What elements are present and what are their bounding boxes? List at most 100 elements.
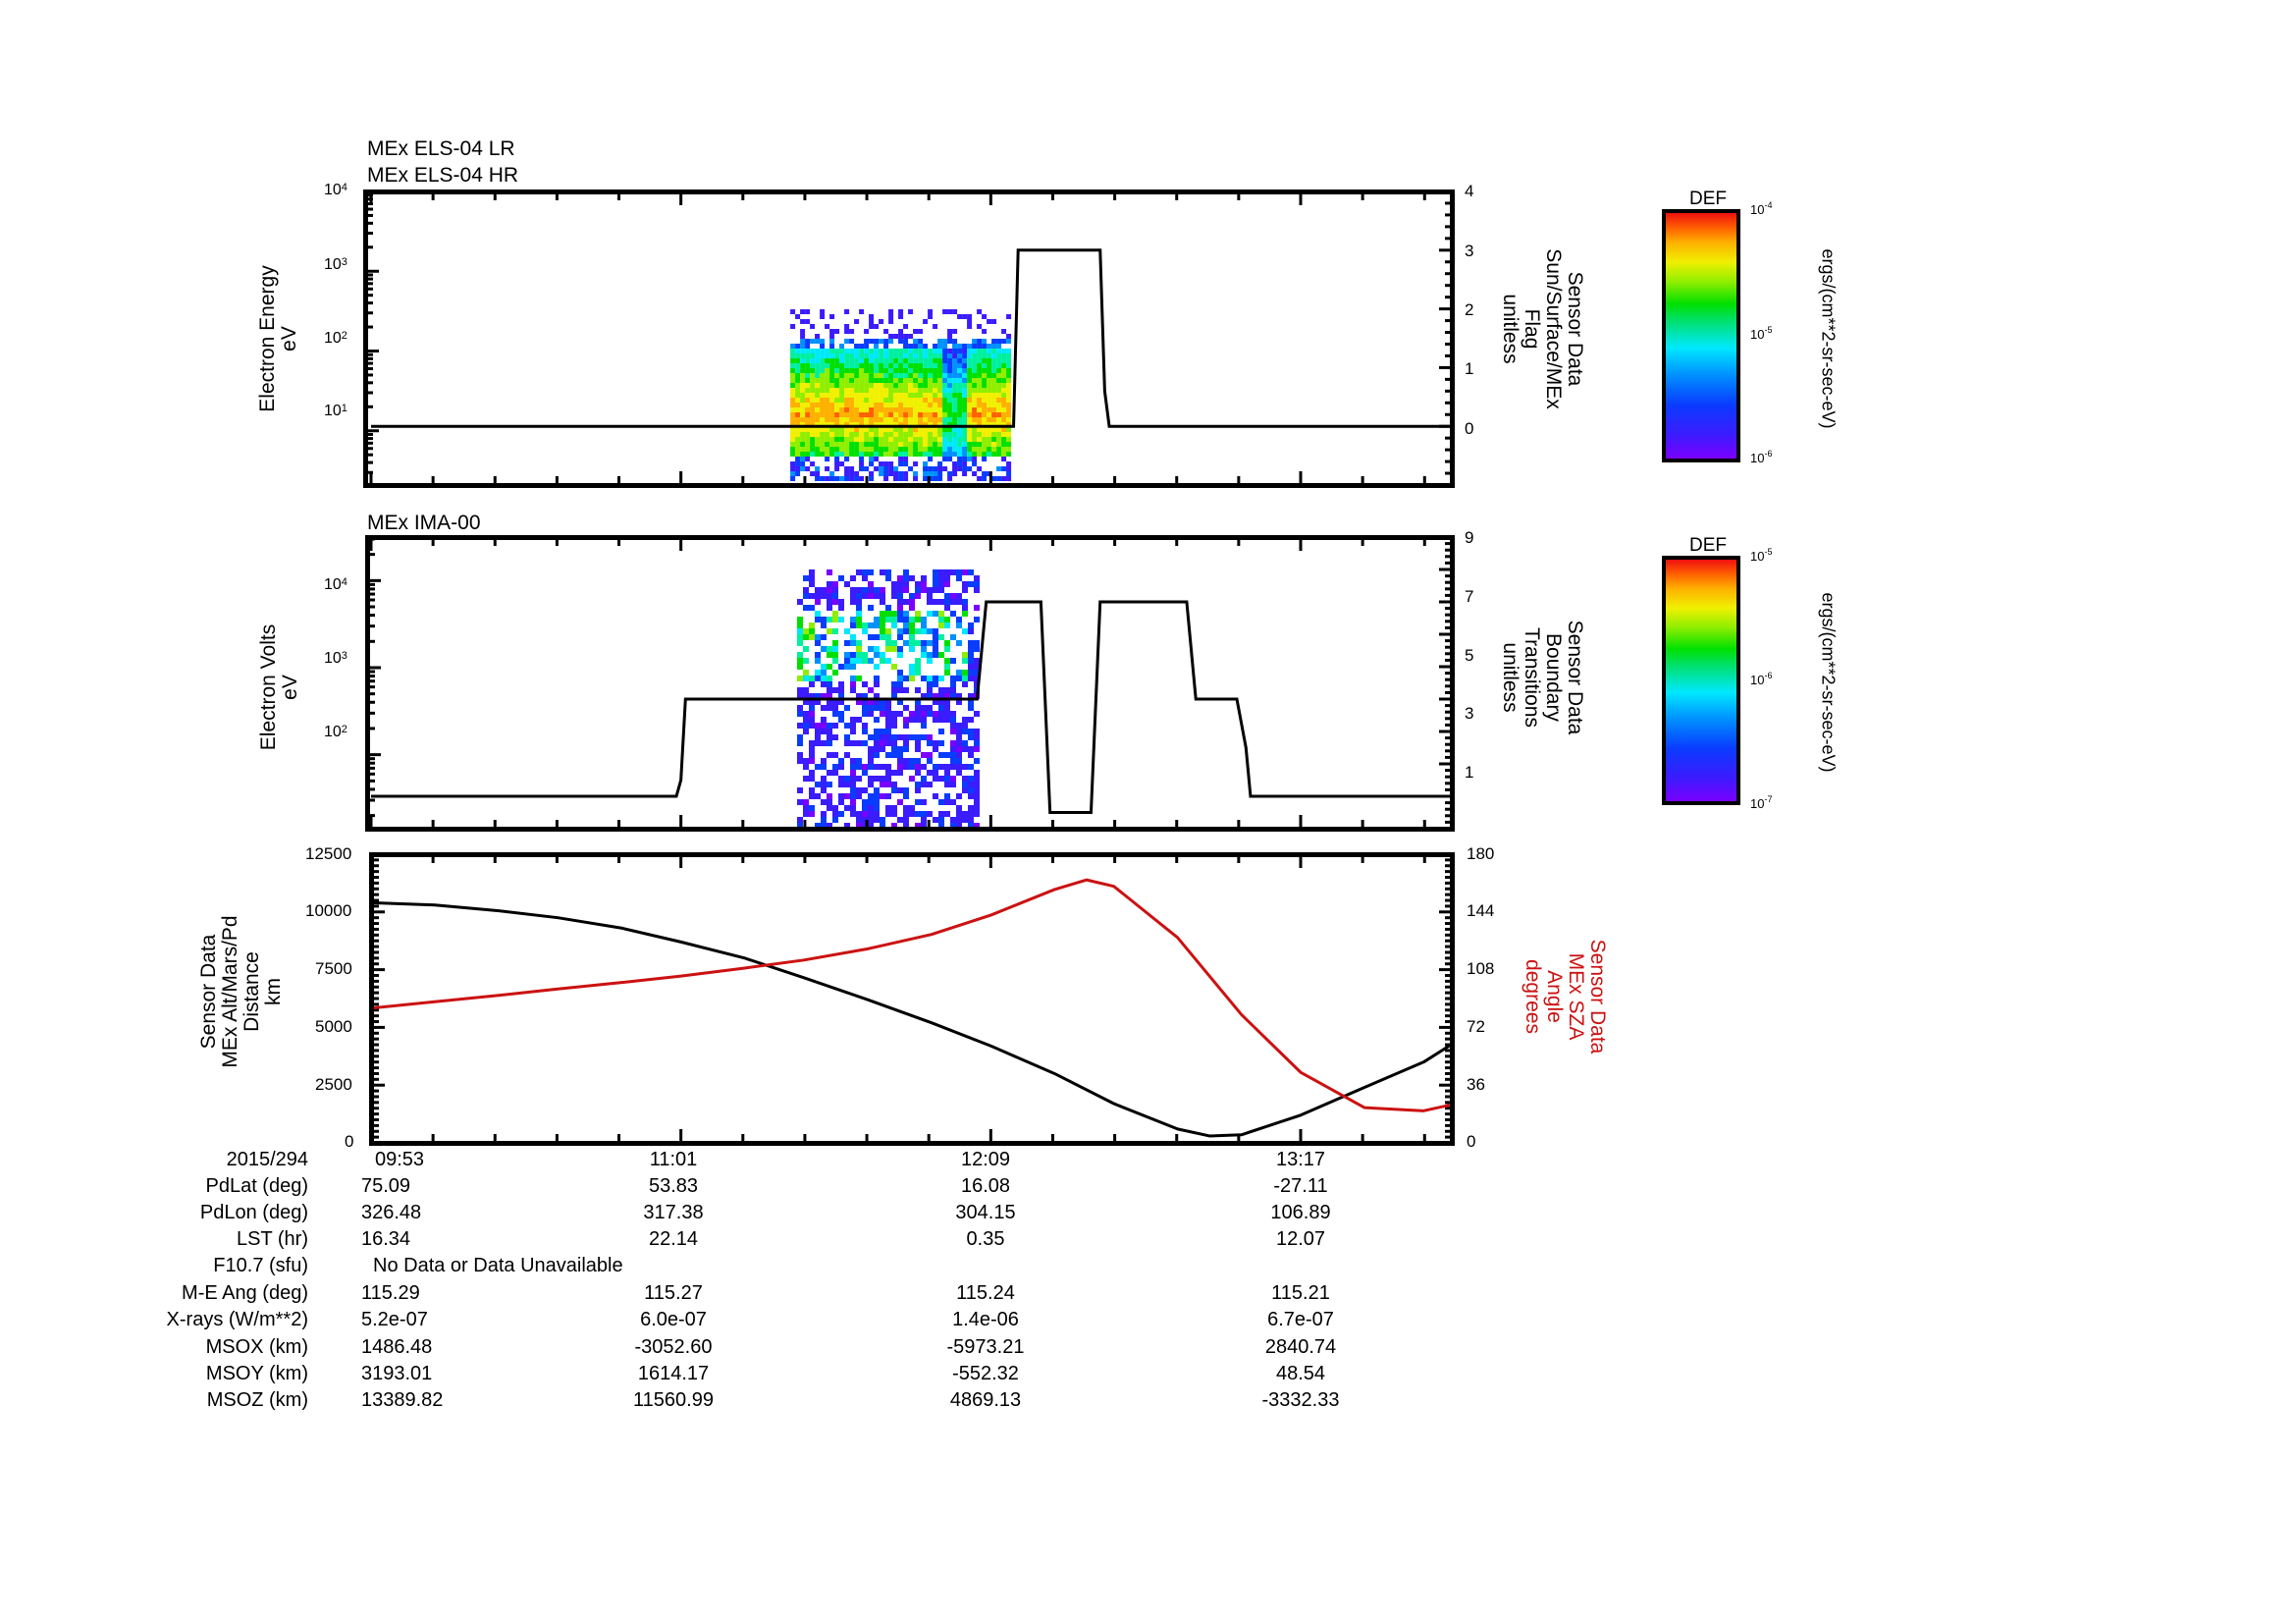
colorbar1-title: DEF (1689, 189, 1727, 209)
row-label: MSOZ (km) (206, 1389, 308, 1411)
p1-ytick-1e3: 103 (324, 256, 347, 273)
table-cell: 106.89 (1270, 1202, 1331, 1223)
row-label: LST (hr) (237, 1228, 308, 1250)
p3-ytick-2500: 2500 (315, 1075, 352, 1094)
table-row: MSOX (km) 1486.48 -3052.60 -5973.21 2840.74 (0, 1334, 2296, 1361)
table-cell: 0.35 (966, 1228, 1005, 1250)
table-cell: 326.48 (361, 1202, 422, 1223)
p1-ytick-1e2: 102 (324, 330, 347, 347)
table-cell: 304.15 (955, 1202, 1016, 1223)
table-cell: 115.21 (1271, 1282, 1330, 1304)
panel1-ylabel-left: Electron Energy eV (256, 265, 300, 412)
p2-rtick-3: 3 (1465, 704, 1474, 723)
panel1-title-hr: MEx ELS-04 HR (367, 164, 519, 187)
table-row: PdLon (deg) 326.48 317.38 304.15 106.89 (0, 1200, 2296, 1226)
p1-rtick-4: 4 (1465, 182, 1474, 200)
table-cell: -3332.33 (1261, 1389, 1340, 1411)
colorbar2-title: DEF (1689, 535, 1727, 556)
p1-ytick-1e4: 104 (324, 182, 347, 198)
p1-rtick-2: 2 (1465, 300, 1474, 319)
p3-rtick-36: 36 (1467, 1075, 1485, 1094)
table-cell: 75.09 (361, 1175, 411, 1197)
colorbar2 (1662, 556, 1740, 805)
table-cell: 115.29 (361, 1282, 420, 1304)
table-cell: 1.4e-06 (952, 1309, 1019, 1330)
p3-rtick-180: 180 (1467, 844, 1495, 863)
table-cell: -3052.60 (634, 1336, 713, 1358)
row-label: X-rays (W/m**2) (166, 1309, 308, 1330)
table-cell: 48.54 (1275, 1363, 1326, 1384)
table-cell: 1614.17 (637, 1363, 710, 1384)
table-cell: -5973.21 (946, 1336, 1025, 1358)
panel1-title-lr: MEx ELS-04 LR (367, 137, 515, 160)
colorbar2-max: 10-5 (1750, 547, 1773, 564)
colorbar1 (1662, 209, 1740, 462)
table-cell: 5.2e-07 (361, 1309, 428, 1330)
table-cell: 6.7e-07 (1267, 1309, 1334, 1330)
time-1317: 13:17 (1275, 1149, 1326, 1170)
table-cell: -27.11 (1273, 1175, 1328, 1197)
table-row: PdLat (deg) 75.09 53.83 16.08 -27.11 (0, 1173, 2296, 1200)
table-row: F10.7 (sfu) No Data or Data Unavailable (0, 1253, 2296, 1279)
p3-ytick-5000: 5000 (315, 1017, 352, 1036)
time-0953: 09:53 (375, 1149, 425, 1170)
panel2-ylabel-right: Sensor Data Boundary Transitions unitles… (1499, 620, 1586, 735)
time-1209: 12:09 (960, 1149, 1011, 1170)
p3-ytick-10000: 10000 (305, 901, 352, 920)
panel3-ylabel-left: Sensor Data MEx Alt/Mars/Pd Distance km (197, 915, 285, 1068)
table-row: MSOZ (km) 13389.82 11560.99 4869.13 -3332.33 (0, 1387, 2296, 1414)
table-row: X-rays (W/m**2) 5.2e-07 6.0e-07 1.4e-06 6.7e… (0, 1307, 2296, 1333)
panel3-ylabel-right: Sensor Data MEx SZA Angle degrees (1522, 939, 1609, 1055)
table-row: M-E Ang (deg) 115.29 115.27 115.24 115.21 (0, 1280, 2296, 1307)
p2-ytick-1e4: 104 (324, 576, 347, 593)
colorbar1-unit: ergs/(cm**2-sr-sec-eV) (1818, 248, 1839, 429)
table-cell: 53.83 (648, 1175, 699, 1197)
panel2-plot (367, 535, 1453, 831)
no-data-note: No Data or Data Unavailable (373, 1255, 623, 1276)
p3-rtick-108: 108 (1467, 959, 1495, 978)
p1-rtick-1: 1 (1465, 359, 1474, 378)
colorbar2-min: 10-7 (1750, 794, 1773, 811)
colorbar1-max: 10-4 (1750, 200, 1773, 217)
panel2-title: MEx IMA-00 (367, 512, 481, 534)
table-cell: 13389.82 (361, 1389, 444, 1411)
p3-rtick-0: 0 (1467, 1132, 1476, 1151)
table-cell: -552.32 (952, 1363, 1019, 1384)
table-row: LST (hr) 16.34 22.14 0.35 12.07 (0, 1226, 2296, 1253)
p2-rtick-9: 9 (1465, 528, 1474, 547)
table-cell: 16.08 (960, 1175, 1011, 1197)
panel2-ylabel-left: Electron Volts eV (257, 623, 301, 751)
row-label: PdLon (deg) (199, 1202, 308, 1223)
p2-ytick-1e2: 102 (324, 724, 347, 740)
p2-rtick-5: 5 (1465, 646, 1474, 665)
panel3-frame (369, 852, 1455, 1146)
table-cell: 16.34 (361, 1228, 411, 1250)
panel2-frame (365, 535, 1455, 832)
table-cell: 6.0e-07 (640, 1309, 707, 1330)
table-row: MSOY (km) 3193.01 1614.17 -552.32 48.54 (0, 1361, 2296, 1387)
table-cell: 2840.74 (1264, 1336, 1337, 1358)
table-cell: 4869.13 (949, 1389, 1022, 1411)
table-cell: 12.07 (1275, 1228, 1326, 1250)
p1-ytick-1e1: 101 (324, 403, 347, 419)
row-label: M-E Ang (deg) (182, 1282, 308, 1304)
table-cell: 22.14 (648, 1228, 699, 1250)
p3-ytick-0: 0 (345, 1132, 354, 1151)
table-cell: 317.38 (643, 1202, 704, 1223)
p2-rtick-1: 1 (1465, 763, 1474, 782)
row-label: MSOY (km) (205, 1363, 308, 1384)
panel1-ylabel-right: Sensor Data Sun/Surface/MEx Flag unitles… (1499, 248, 1586, 409)
table-cell: 115.27 (644, 1282, 703, 1304)
p2-rtick-7: 7 (1465, 587, 1474, 606)
panel1-frame (363, 189, 1455, 488)
row-label: MSOX (km) (205, 1336, 308, 1358)
colorbar1-mid: 10-5 (1750, 325, 1773, 342)
table-cell: 115.24 (956, 1282, 1015, 1304)
p3-rtick-72: 72 (1467, 1017, 1485, 1036)
table-cell: 1486.48 (361, 1336, 433, 1358)
row-label: F10.7 (sfu) (213, 1255, 308, 1276)
table-row-time: 2015/294 09:53 11:01 12:09 13:17 (0, 1147, 2296, 1173)
colorbar1-min: 10-6 (1750, 449, 1773, 465)
p1-rtick-0: 0 (1465, 419, 1474, 438)
date-label: 2015/294 (226, 1149, 308, 1170)
